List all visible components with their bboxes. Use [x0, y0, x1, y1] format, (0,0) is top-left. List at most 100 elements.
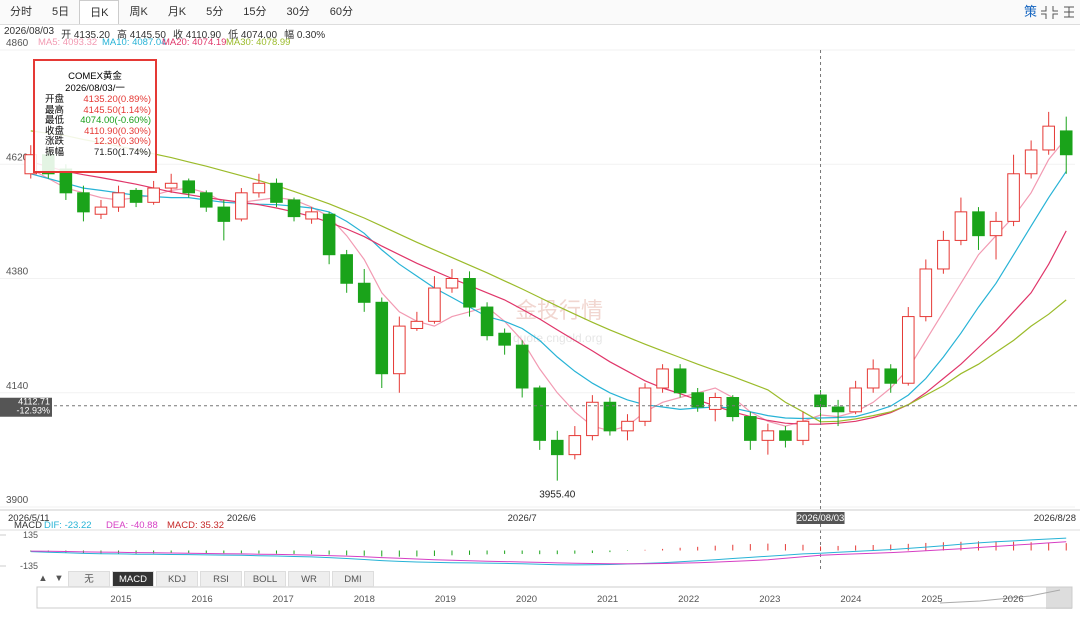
tooltip-row: 开盘 4135.20(0.89%) — [35, 94, 155, 106]
legend-entry: MA30: 4078.99 — [226, 37, 290, 48]
candle-body — [340, 254, 353, 284]
tooltip-value: 12.30(0.30%) — [93, 136, 151, 147]
candle-body — [937, 239, 950, 270]
candle-body — [1007, 173, 1020, 222]
candle-body — [901, 316, 915, 384]
x-tick-label: 2026/5/11 — [8, 513, 50, 524]
macd-tick-label: -135 — [20, 561, 38, 571]
candle-body — [744, 416, 757, 441]
tooltip-value: 71.50(1.74%) — [93, 146, 151, 158]
arrow-up[interactable]: ▲ — [38, 573, 48, 584]
tooltip-label: 涨跌 — [45, 136, 65, 147]
tab[interactable]: 周K — [129, 6, 148, 18]
tooltip-value: 4074.00(-0.60%) — [80, 115, 151, 126]
tab[interactable]: 5分 — [206, 6, 224, 18]
candle-body — [287, 199, 301, 218]
info-item: 低 4074.00 — [228, 30, 278, 41]
tab[interactable]: 分时 — [10, 6, 32, 18]
tab[interactable]: 5日 — [52, 6, 70, 18]
candle-body — [849, 387, 862, 413]
candle-body — [550, 439, 564, 456]
tooltip: COMEX黄金 2026/08/03/一 开盘 4135.20(0.89%) 最高 4… — [33, 59, 157, 173]
indicator-tab[interactable]: WR — [288, 571, 330, 587]
indicator-tab[interactable]: RSI — [200, 571, 242, 587]
shrink-icon — [1041, 6, 1058, 19]
macd-legend: MACD: 35.32 — [167, 520, 224, 531]
legend-entry: MA5: 4093.32 — [38, 37, 97, 48]
ma-line — [30, 161, 1067, 425]
nav-handle — [1046, 587, 1072, 609]
candle-body — [77, 192, 90, 213]
crosshair-y-box — [0, 397, 52, 417]
tooltip-label: 振幅 — [45, 146, 65, 158]
tooltip-row: 最低 4074.00(-0.60%) — [35, 115, 155, 127]
y-tick-label: 4380 — [6, 267, 29, 278]
watermark: 金投行情 — [515, 298, 603, 323]
indicator-tabs: ▲ ▼ 无 MACD KDJ RSI BOLL WR DMI — [36, 571, 376, 587]
candle-body — [410, 320, 424, 329]
indicator-tab[interactable]: 无 — [68, 571, 110, 587]
tooltip-row: 振幅 71.50(1.74%) — [35, 146, 155, 159]
nav-year: 2016 — [192, 594, 213, 605]
candle-body — [357, 282, 371, 303]
arrow-down[interactable]: ▼ — [54, 573, 64, 584]
candle-body — [779, 430, 792, 441]
candle-body — [199, 192, 213, 208]
macd-line — [30, 537, 1067, 566]
tooltip-label: 最高 — [45, 104, 65, 116]
tooltip-label: 开盘 — [45, 94, 65, 105]
tab[interactable]: 60分 — [329, 6, 354, 18]
indicator-tab[interactable]: BOLL — [244, 571, 286, 587]
navigator — [36, 586, 1073, 609]
tooltip-date: 2026/08/03/一 — [65, 83, 125, 94]
nav-sparkline — [939, 589, 1061, 604]
macd-legend: DEA: -40.88 — [106, 520, 158, 531]
candle-body — [463, 278, 476, 308]
nav-year: 2018 — [354, 594, 375, 605]
tooltip-label: 收盘 — [45, 125, 65, 137]
indicator-tab[interactable]: MACD — [112, 571, 154, 587]
tab[interactable]: 月K — [167, 6, 187, 18]
candle-body — [393, 325, 406, 375]
candle-body — [989, 220, 1003, 237]
nav-year: 2021 — [597, 594, 618, 605]
toolbar: 分时 5日 日K 周K 月K 5分 15分 30分 60分 — [0, 0, 1080, 25]
indicator-tab[interactable]: DMI — [332, 571, 374, 587]
candle-body — [761, 430, 775, 441]
candle-body — [533, 387, 547, 441]
nav-year: 2020 — [516, 594, 537, 605]
tooltip-row: 涨跌 12.30(0.30%) — [35, 136, 155, 148]
low-label: 3955.40 — [539, 490, 576, 501]
nav-year: 2022 — [678, 594, 699, 605]
candle-body — [182, 180, 196, 194]
info-item: 开 4135.20 — [61, 30, 110, 41]
candle-body — [515, 344, 529, 389]
candle-body — [972, 211, 985, 237]
candle-body — [954, 211, 968, 241]
candle-body — [112, 192, 125, 208]
candle-body — [866, 368, 880, 389]
candle-body — [1042, 125, 1055, 151]
candle-body — [94, 206, 108, 215]
candle-body — [621, 420, 634, 432]
tab[interactable]: 30分 — [286, 6, 310, 18]
ma-line — [30, 137, 1067, 432]
candle-body — [603, 401, 617, 432]
tab[interactable]: 日K — [79, 0, 120, 24]
candle-body — [673, 368, 687, 394]
macd-legend: DIF: -23.22 — [44, 520, 92, 531]
candle-body — [252, 182, 266, 194]
candle-body — [498, 332, 511, 346]
tooltip-value: 4145.50(1.14%) — [83, 104, 151, 116]
tooltip-row: 收盘 4110.90(0.30%) — [35, 125, 155, 138]
tooltip-label: 最低 — [45, 115, 65, 126]
candle-body — [305, 211, 318, 220]
tooltip-value: 4135.20(0.89%) — [83, 94, 151, 105]
candle-body — [480, 306, 494, 337]
indicator-tab[interactable]: KDJ — [156, 571, 198, 587]
candle-body — [726, 397, 740, 418]
tab[interactable]: 15分 — [243, 6, 267, 18]
candle-body — [445, 278, 459, 289]
